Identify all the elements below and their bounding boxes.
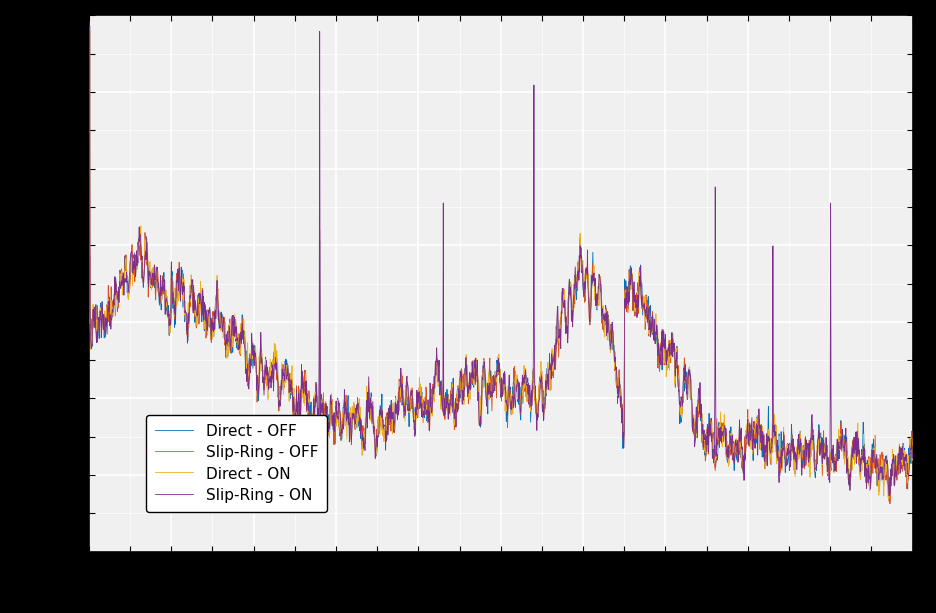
Slip-Ring - ON [883, 484, 894, 491]
Slip-Ring - OFF [484, 354, 495, 362]
Slip-Ring - OFF [462, 381, 474, 389]
Slip-Ring - OFF [885, 500, 896, 508]
Direct - ON [883, 495, 894, 503]
Slip-Ring - ON [83, 321, 95, 329]
Direct - OFF [884, 493, 895, 500]
Direct - ON [884, 482, 895, 489]
Direct - OFF [83, 318, 95, 325]
Line: Direct - ON: Direct - ON [89, 31, 913, 499]
Slip-Ring - OFF [883, 487, 894, 494]
Slip-Ring - OFF [125, 259, 137, 266]
Direct - ON [462, 378, 474, 386]
Slip-Ring - OFF [907, 442, 918, 449]
Direct - ON [907, 452, 918, 459]
Slip-Ring - ON [884, 492, 895, 500]
Slip-Ring - OFF [884, 498, 895, 505]
Direct - OFF [732, 447, 743, 454]
Direct - ON [84, 28, 95, 35]
Direct - OFF [575, 234, 586, 242]
Slip-Ring - ON [84, 22, 95, 29]
Direct - ON [732, 456, 743, 463]
Direct - ON [484, 376, 495, 384]
Slip-Ring - ON [484, 379, 495, 387]
Line: Slip-Ring - ON: Slip-Ring - ON [89, 26, 913, 496]
Direct - OFF [883, 493, 894, 501]
Direct - ON [83, 319, 95, 326]
Direct - OFF [884, 490, 895, 498]
Slip-Ring - ON [732, 459, 743, 466]
Slip-Ring - OFF [314, 226, 326, 234]
Direct - ON [125, 262, 137, 269]
Direct - OFF [907, 457, 918, 464]
Slip-Ring - ON [907, 449, 918, 457]
Line: Slip-Ring - OFF: Slip-Ring - OFF [89, 230, 913, 504]
Slip-Ring - ON [125, 248, 137, 256]
Direct - OFF [125, 254, 137, 262]
Direct - OFF [484, 389, 495, 396]
Legend: Direct - OFF, Slip-Ring - OFF, Direct - ON, Slip-Ring - ON: Direct - OFF, Slip-Ring - OFF, Direct - … [146, 415, 328, 512]
Slip-Ring - OFF [83, 313, 95, 320]
Slip-Ring - ON [462, 382, 474, 389]
Line: Direct - OFF: Direct - OFF [89, 238, 913, 497]
Direct - ON [884, 493, 895, 501]
Direct - OFF [462, 383, 474, 390]
Slip-Ring - ON [884, 473, 895, 481]
Slip-Ring - OFF [732, 442, 743, 449]
